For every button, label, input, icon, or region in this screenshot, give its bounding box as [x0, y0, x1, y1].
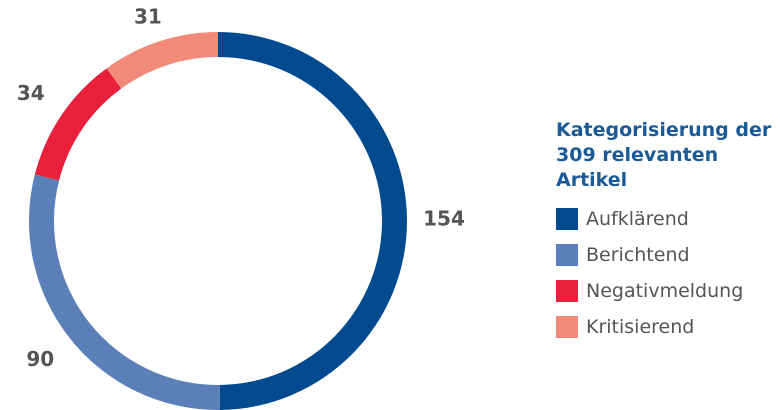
value-label: 90	[26, 347, 54, 371]
legend: Kategorisierung der 309 relevanten Artik…	[556, 118, 780, 345]
legend-label: Aufklärend	[586, 208, 689, 230]
value-label: 154	[423, 206, 465, 230]
legend-label: Kritisierend	[586, 316, 695, 338]
legend-item: Berichtend	[556, 237, 780, 273]
donut-segment	[28, 174, 220, 410]
legend-label: Negativmeldung	[586, 280, 744, 302]
legend-label: Berichtend	[586, 244, 690, 266]
legend-swatch	[556, 244, 578, 266]
value-label: 34	[17, 81, 45, 105]
donut-segment	[218, 32, 408, 410]
donut-segment	[106, 32, 218, 89]
legend-swatch	[556, 208, 578, 230]
legend-item: Aufklärend	[556, 201, 780, 237]
legend-swatch	[556, 316, 578, 338]
donut-segment	[34, 68, 122, 181]
legend-item: Kritisierend	[556, 309, 780, 345]
legend-title: Kategorisierung der 309 relevanten Artik…	[556, 119, 772, 191]
legend-swatch	[556, 280, 578, 302]
value-label: 31	[134, 5, 162, 29]
chart: 154 90 34 31	[17, 5, 465, 410]
legend-item: Negativmeldung	[556, 273, 780, 309]
